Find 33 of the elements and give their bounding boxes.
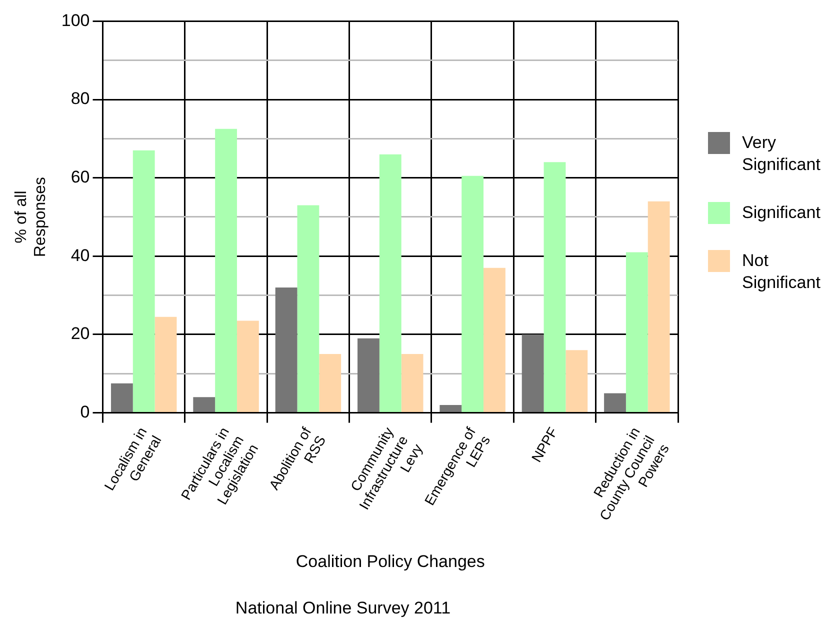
bar	[401, 354, 424, 412]
bar	[462, 176, 484, 412]
bar	[236, 320, 259, 412]
bar	[275, 287, 298, 412]
bar	[484, 268, 506, 412]
bar	[626, 252, 648, 412]
legend-label: Not Significant	[742, 250, 820, 294]
legend-label: Significant	[742, 202, 820, 224]
y-tick-label: 0	[80, 402, 90, 422]
y-axis-title: % of all Responses	[13, 176, 50, 258]
bar	[566, 350, 588, 412]
bar	[319, 354, 342, 412]
bar	[297, 205, 320, 412]
bar	[440, 404, 462, 412]
bar	[193, 397, 216, 412]
bar	[544, 162, 566, 412]
bar	[522, 334, 544, 412]
y-tick-label: 40	[70, 246, 90, 265]
x-axis-title: Coalition Policy Changes	[296, 552, 485, 572]
y-tick-label: 60	[70, 168, 90, 187]
y-tick-label: 20	[70, 324, 90, 344]
bar	[379, 154, 402, 412]
bar	[110, 383, 133, 412]
bar	[154, 316, 177, 412]
bar	[604, 393, 626, 412]
y-tick-label: 100	[61, 10, 90, 30]
y-tick-label: 80	[70, 89, 90, 108]
bar	[132, 150, 155, 412]
bar	[648, 201, 670, 412]
bar	[215, 128, 237, 412]
bar	[358, 338, 380, 412]
text: National Online Survey 2011	[235, 598, 451, 618]
legend-label: Very Significant	[742, 132, 820, 176]
